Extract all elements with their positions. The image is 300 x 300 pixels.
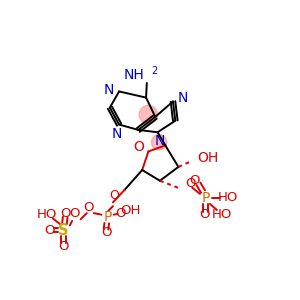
Circle shape — [139, 105, 158, 124]
Text: NH: NH — [124, 68, 145, 82]
Text: OH: OH — [121, 204, 141, 217]
Text: O: O — [110, 189, 119, 202]
Text: N: N — [104, 83, 114, 97]
Text: S: S — [58, 223, 69, 238]
Text: P: P — [103, 210, 112, 224]
Text: O: O — [60, 207, 70, 220]
Text: HO: HO — [211, 208, 232, 221]
Circle shape — [152, 135, 167, 150]
Text: O: O — [69, 207, 80, 220]
Text: P: P — [202, 191, 210, 205]
Text: O: O — [83, 201, 94, 214]
Text: O: O — [199, 208, 210, 221]
Text: 2: 2 — [152, 66, 158, 76]
Text: O: O — [116, 207, 126, 220]
Text: O: O — [58, 241, 69, 254]
Text: O: O — [133, 140, 144, 154]
Text: O: O — [101, 226, 111, 239]
Text: OH: OH — [197, 151, 218, 165]
Text: N: N — [155, 134, 165, 148]
Text: O: O — [44, 224, 55, 236]
Text: O: O — [189, 174, 200, 187]
Text: HO: HO — [37, 208, 57, 221]
Text: O: O — [185, 177, 196, 190]
Text: HO: HO — [218, 191, 238, 204]
Text: N: N — [178, 91, 188, 105]
Text: N: N — [112, 127, 122, 141]
